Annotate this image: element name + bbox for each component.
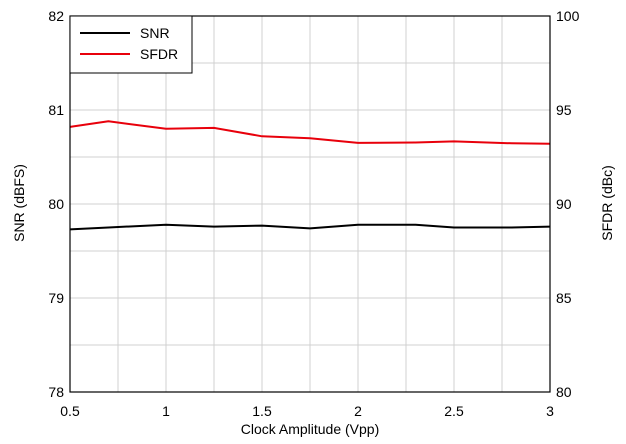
x-tick-label: 2.5 xyxy=(444,403,464,419)
series-layer xyxy=(69,120,551,231)
y-axis-right-title: SFDR (dBc) xyxy=(599,165,615,240)
grid xyxy=(70,16,550,392)
x-axis-title: Clock Amplitude (Vpp) xyxy=(241,421,380,437)
y-axis-left-title: SNR (dBFS) xyxy=(11,164,27,242)
series-line-snr xyxy=(69,223,551,231)
legend-label-sfdr: SFDR xyxy=(140,46,178,62)
x-tick-label: 1 xyxy=(162,403,170,419)
plot-frame xyxy=(69,15,551,393)
y-right-tick-label: 90 xyxy=(556,196,572,212)
legend-label-snr: SNR xyxy=(140,25,170,41)
y-ticks-right: 80 85 90 95 100 xyxy=(556,8,580,400)
x-tick-label: 0.5 xyxy=(60,403,80,419)
series-line-sfdr xyxy=(69,120,551,145)
y-left-tick-label: 79 xyxy=(48,290,64,306)
legend-box xyxy=(69,15,193,74)
y-ticks-left: 78 79 80 81 82 xyxy=(48,8,64,400)
x-tick-label: 2 xyxy=(354,403,362,419)
x-tick-label: 3 xyxy=(546,403,554,419)
y-right-tick-label: 85 xyxy=(556,290,572,306)
y-left-tick-label: 81 xyxy=(48,102,64,118)
y-right-tick-label: 100 xyxy=(556,8,580,24)
y-right-tick-label: 80 xyxy=(556,384,572,400)
x-tick-label: 1.5 xyxy=(252,403,272,419)
legend: SNR SFDR xyxy=(69,15,193,74)
y-left-tick-label: 80 xyxy=(48,196,64,212)
y-right-tick-label: 95 xyxy=(556,102,572,118)
y-left-tick-label: 78 xyxy=(48,384,64,400)
y-left-tick-label: 82 xyxy=(48,8,64,24)
x-ticks: 0.5 1 1.5 2 2.5 3 xyxy=(60,403,554,419)
